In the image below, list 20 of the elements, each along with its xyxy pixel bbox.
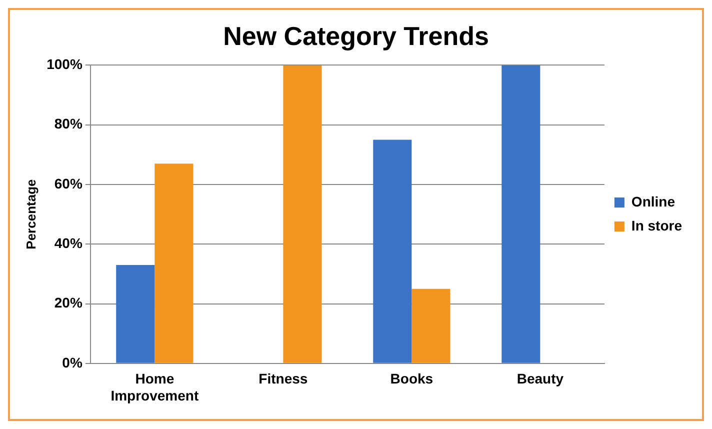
x-tick-label: Fitness <box>258 370 308 387</box>
bar <box>412 288 450 363</box>
legend-label: Online <box>631 193 676 210</box>
x-tick-label: Books <box>390 370 434 387</box>
y-axis-title: Percentage <box>23 179 38 250</box>
chart-title: New Category Trends <box>223 20 489 51</box>
y-tick-label: 100% <box>46 56 83 72</box>
x-tick-label: Beauty <box>516 370 564 387</box>
y-tick-label: 40% <box>54 234 83 251</box>
y-tick-label: 60% <box>54 175 83 192</box>
y-tick-label: 0% <box>62 354 83 370</box>
y-tick-label: 80% <box>54 116 83 132</box>
y-tick-label: 20% <box>54 294 83 311</box>
legend-label: In store <box>631 217 682 234</box>
bar <box>154 164 194 363</box>
bar <box>116 264 155 363</box>
bar <box>283 65 322 363</box>
x-tick-label: Home Improvement <box>110 370 199 404</box>
bar <box>373 140 412 363</box>
bar <box>502 65 540 363</box>
